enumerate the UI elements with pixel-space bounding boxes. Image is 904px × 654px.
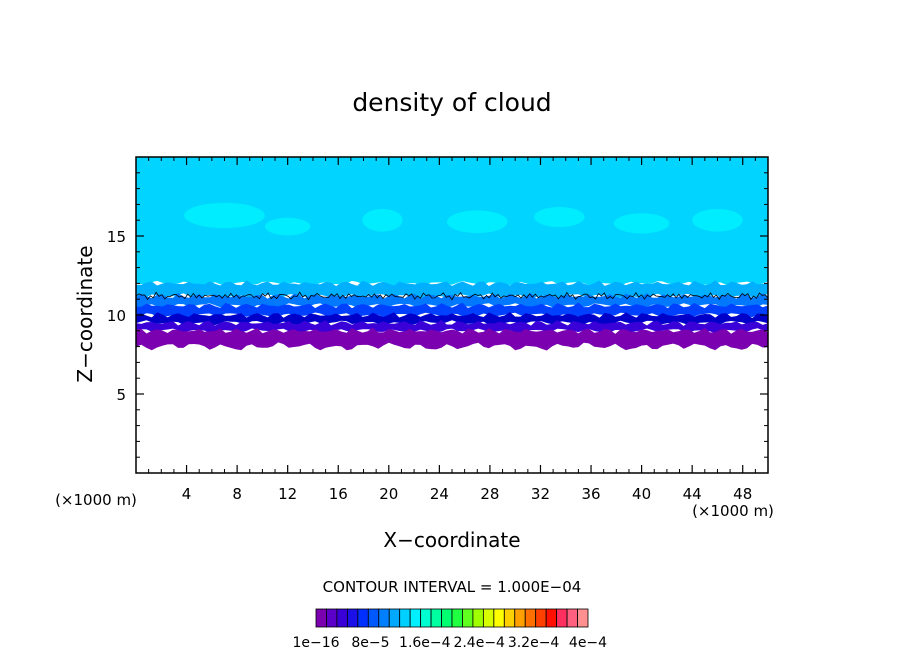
plot-area [136, 157, 768, 351]
colorbar-swatch [326, 608, 338, 628]
cloud-patch [613, 213, 670, 234]
colorbar-swatch [441, 608, 453, 628]
x-axis-label: X−coordinate [383, 528, 520, 552]
colorbar-swatch [535, 608, 547, 628]
x-tick-label: 44 [683, 485, 702, 503]
colorbar-swatch [378, 608, 390, 628]
colorbar-swatch [388, 608, 401, 628]
colorbar-label: 4e−4 [569, 635, 607, 651]
colorbar [315, 608, 589, 628]
colorbar-swatch [315, 608, 327, 628]
x-axis: 4 8 12 16 20 24 28 32 36 40 44 48 [148, 157, 756, 503]
colorbar-swatch [462, 608, 474, 628]
colorbar-swatch [503, 608, 516, 628]
x-tick-label: 36 [581, 485, 600, 503]
colorbar-swatch [472, 608, 484, 628]
x-tick-label: 40 [632, 485, 651, 503]
y-axis: 5 10 15 [107, 172, 768, 458]
colorbar-swatch [430, 608, 442, 628]
colorbar-swatch [493, 608, 505, 628]
cloud-patch [692, 208, 743, 232]
cloud-layer [136, 302, 768, 318]
colorbar-swatch [399, 608, 411, 628]
contour-line [136, 291, 768, 301]
chart-title: density of cloud [352, 88, 551, 117]
y-tick-label: 15 [107, 228, 126, 246]
colorbar-swatch [577, 608, 589, 628]
colorbar-swatch [482, 608, 495, 628]
contour-interval-label: CONTOUR INTERVAL = 1.000E−04 [323, 578, 582, 596]
colorbar-swatch [556, 608, 568, 628]
colorbar-swatch [524, 608, 537, 628]
cloud-patch [534, 206, 585, 228]
y-tick-label: 5 [116, 386, 126, 404]
colorbar-swatch [367, 608, 380, 628]
y-tick-label: 10 [107, 307, 126, 325]
x-tick-label: 12 [278, 485, 297, 503]
colorbar-swatch [514, 608, 526, 628]
x-tick-label: 16 [329, 485, 348, 503]
colorbar-label: 2.4e−4 [453, 635, 505, 651]
colorbar-swatch [346, 608, 359, 628]
colorbar-swatch [420, 608, 432, 628]
colorbar-label: 1e−16 [292, 635, 339, 651]
x-tick-label: 4 [182, 485, 192, 503]
colorbar-swatch [566, 608, 578, 628]
cloud-patch [264, 217, 311, 236]
cloud-layer [136, 327, 768, 351]
x-unit-left: (×1000 m) [55, 491, 137, 509]
colorbar-label: 1.6e−4 [399, 635, 451, 651]
x-tick-label: 28 [480, 485, 499, 503]
cloud-patch [446, 210, 508, 234]
cloud-patch [184, 202, 265, 229]
x-tick-label: 20 [379, 485, 398, 503]
colorbar-swatch [545, 608, 558, 628]
x-tick-label: 32 [531, 485, 550, 503]
y-axis-label: Z−coordinate [73, 245, 97, 382]
colorbar-label: 3.2e−4 [508, 635, 560, 651]
x-tick-label: 8 [232, 485, 242, 503]
x-unit-right: (×1000 m) [692, 502, 774, 520]
colorbar-swatch [357, 608, 369, 628]
x-tick-label: 48 [733, 485, 752, 503]
x-tick-label: 24 [430, 485, 449, 503]
colorbar-swatch [451, 608, 463, 628]
colorbar-labels: 1e−16 8e−5 1.6e−4 2.4e−4 3.2e−4 4e−4 [292, 635, 607, 651]
cloud-patch [362, 208, 403, 232]
cloud-layer [136, 312, 768, 326]
colorbar-swatch [336, 608, 348, 628]
colorbar-label: 8e−5 [351, 635, 389, 651]
colorbar-swatch [409, 608, 422, 628]
